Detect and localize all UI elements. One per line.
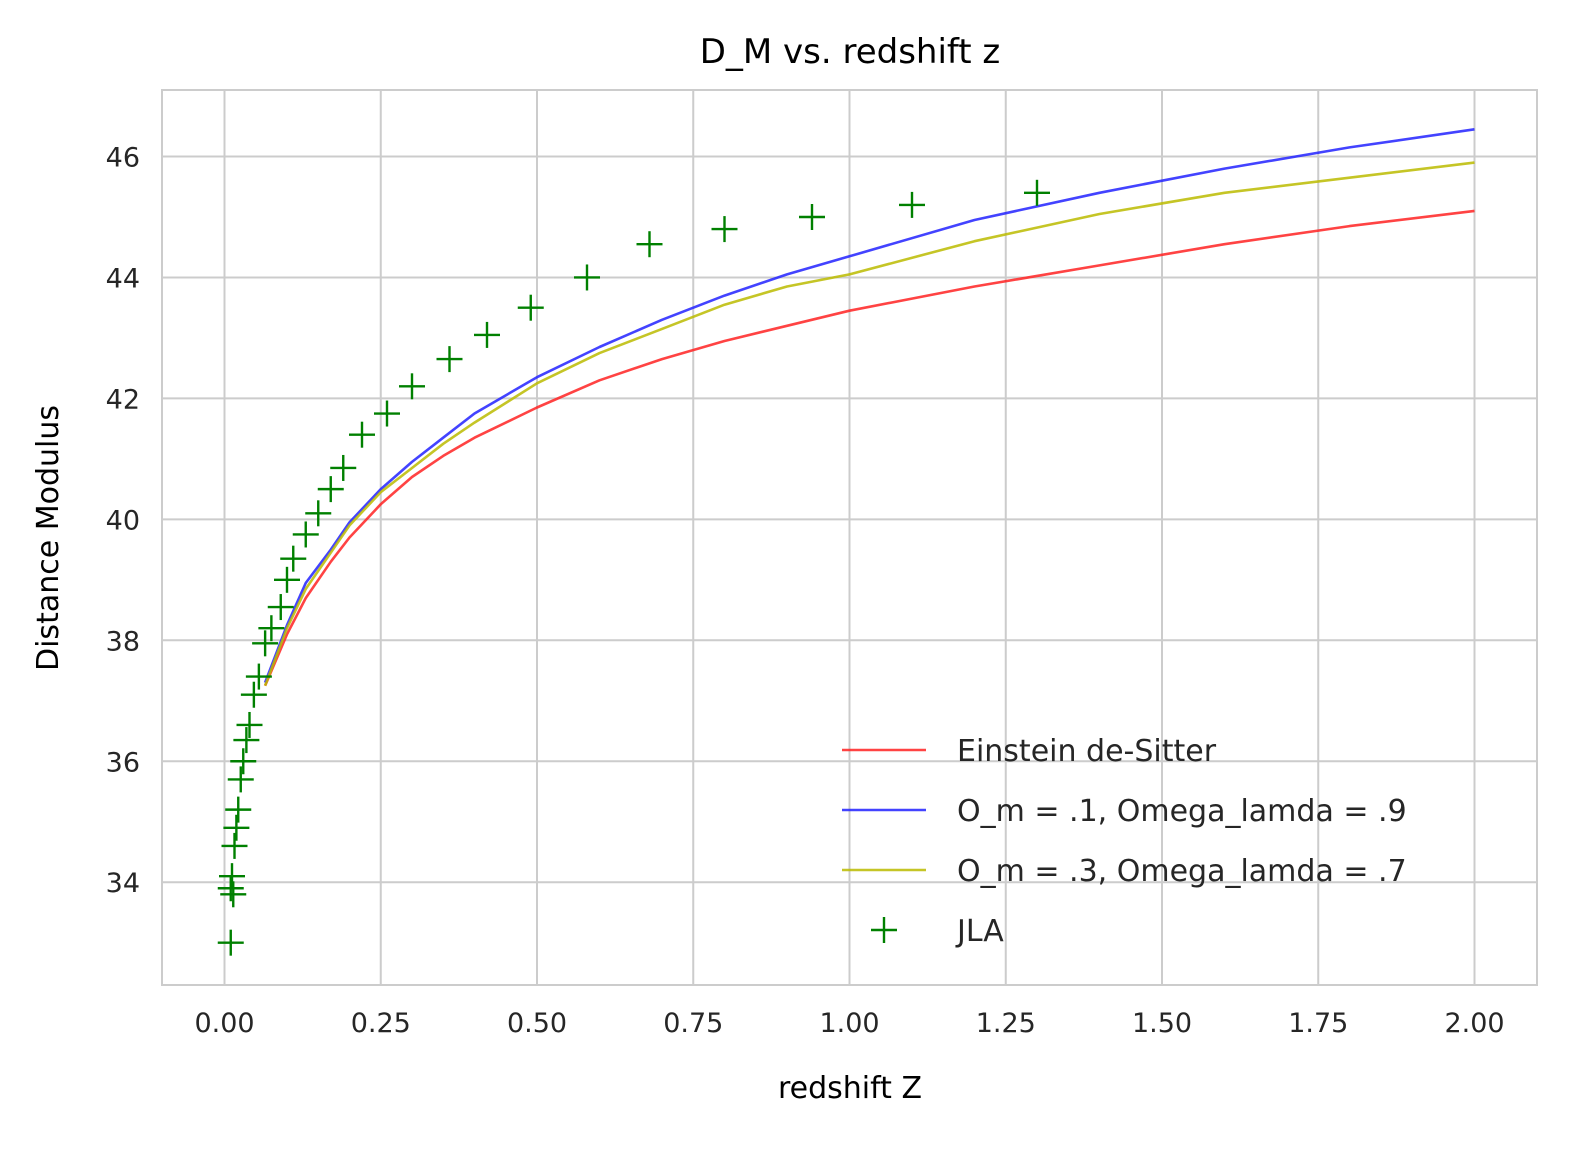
y-axis-label: Distance Modulus xyxy=(31,405,66,671)
jla-point xyxy=(274,566,300,593)
jla-point xyxy=(399,373,425,400)
legend-item: O_m = .1, Omega_lamda = .9 xyxy=(842,794,1407,829)
x-tick-label: 1.50 xyxy=(1132,1008,1192,1039)
jla-point xyxy=(221,832,248,859)
x-tick-label: 0.50 xyxy=(507,1008,567,1039)
legend-item: Einstein de-Sitter xyxy=(842,734,1217,769)
jla-point xyxy=(711,216,738,243)
y-tick-label: 38 xyxy=(106,626,140,657)
y-tick-label: 36 xyxy=(106,747,140,778)
jla-point xyxy=(330,454,357,481)
jla-point xyxy=(1024,179,1050,206)
x-tick-label: 0.00 xyxy=(194,1008,254,1039)
legend-swatch xyxy=(871,917,897,943)
jla-point xyxy=(233,727,260,754)
jla-point xyxy=(219,863,245,890)
jla-point xyxy=(220,881,247,908)
jla-point xyxy=(223,814,250,841)
jla-point xyxy=(230,748,257,775)
jla-point xyxy=(349,421,375,448)
series-line-1 xyxy=(263,128,1475,684)
x-tick-label: 0.25 xyxy=(351,1008,411,1039)
jla-point xyxy=(236,711,263,738)
chart-title: D_M vs. redshift z xyxy=(700,32,1001,72)
x-axis-label: redshift Z xyxy=(778,1071,922,1106)
jla-point xyxy=(225,796,252,823)
y-tick-labels: 34 36 38 40 42 44 46 xyxy=(106,143,140,900)
jla-point xyxy=(267,594,294,621)
series-layer xyxy=(217,128,1475,956)
legend: Einstein de-Sitter O_m = .1, Omega_lamda … xyxy=(842,734,1407,949)
y-tick-label: 40 xyxy=(106,505,140,536)
jla-point xyxy=(899,191,925,218)
jla-point xyxy=(305,500,332,527)
jla-point xyxy=(227,766,254,793)
x-tick-label: 2.00 xyxy=(1444,1008,1504,1039)
jla-point xyxy=(217,875,244,902)
series-line-0 xyxy=(263,209,1475,687)
jla-point xyxy=(436,346,463,373)
grid xyxy=(162,90,1537,985)
legend-label: O_m = .1, Omega_lamda = .9 xyxy=(957,794,1407,829)
jla-point xyxy=(252,630,279,657)
jla-point xyxy=(799,203,825,230)
legend-label: Einstein de-Sitter xyxy=(957,734,1217,769)
legend-label: O_m = .3, Omega_lamda = .7 xyxy=(957,854,1407,889)
legend-item: JLA xyxy=(871,914,1004,949)
y-tick-label: 34 xyxy=(106,868,140,899)
x-tick-label: 1.00 xyxy=(819,1008,879,1039)
legend-item: O_m = .3, Omega_lamda = .7 xyxy=(842,854,1407,889)
y-tick-label: 44 xyxy=(106,263,140,294)
x-tick-label: 0.75 xyxy=(663,1008,723,1039)
jla-point xyxy=(636,231,663,258)
jla-point xyxy=(217,929,244,956)
jla-point xyxy=(374,400,400,427)
jla-point xyxy=(474,321,500,348)
jla-point xyxy=(258,615,285,642)
x-tick-label: 1.25 xyxy=(976,1008,1036,1039)
legend-label: JLA xyxy=(955,914,1004,949)
jla-point xyxy=(240,681,267,708)
y-tick-label: 46 xyxy=(106,143,140,174)
x-tick-labels: 0.00 0.25 0.50 0.75 1.00 1.25 1.50 1.75 2.00 xyxy=(194,1008,1504,1039)
x-tick-label: 1.75 xyxy=(1288,1008,1348,1039)
jla-point xyxy=(280,545,307,572)
jla-point xyxy=(574,264,600,291)
jla-point xyxy=(245,663,272,690)
jla-point xyxy=(317,476,344,503)
plot-frame xyxy=(161,89,1538,986)
jla-point xyxy=(292,521,319,548)
jla-point xyxy=(517,294,544,321)
y-tick-label: 42 xyxy=(106,384,140,415)
series-line-2 xyxy=(263,161,1475,687)
